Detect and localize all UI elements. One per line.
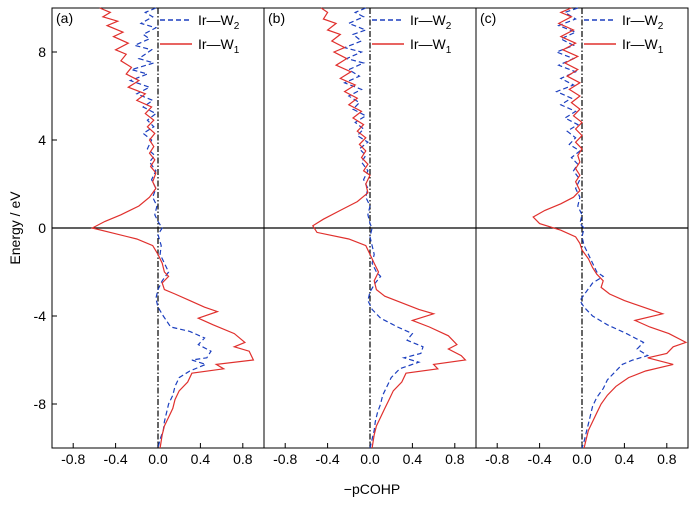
panel-label: (b) xyxy=(268,10,285,26)
legend: Ir—W2 Ir—W1 xyxy=(160,12,240,56)
series-line-ir-w1 xyxy=(532,7,688,449)
y-tick-label: 4 xyxy=(38,132,46,148)
series-line-ir-w2 xyxy=(342,7,424,449)
x-tick-label: 0.4 xyxy=(615,451,635,467)
panel-label: (c) xyxy=(480,10,496,26)
y-axis: -8 -4 0 4 8 xyxy=(34,44,57,412)
x-tick-label: 0.8 xyxy=(657,451,677,467)
x-tick-label: 0.8 xyxy=(233,451,253,467)
legend: Ir—W2 Ir—W1 xyxy=(372,12,452,56)
series-line-ir-w2 xyxy=(554,7,650,449)
legend-label: Ir—W2 xyxy=(410,12,452,32)
x-tick-label: -0.4 xyxy=(104,451,128,467)
panel-a: -0.8 -0.4 0.0 0.4 0.8 (a) Ir—W2 Ir—W1 xyxy=(51,7,265,467)
y-tick-label: 8 xyxy=(38,44,46,60)
legend-label: Ir—W2 xyxy=(622,12,664,32)
series-line-ir-w2 xyxy=(128,7,212,449)
y-tick-label: -4 xyxy=(34,308,47,324)
x-tick-label: 0.0 xyxy=(572,451,592,467)
panel-b: -0.8 -0.4 0.0 0.4 0.8 (b) Ir—W2 Ir—W1 xyxy=(263,7,477,467)
y-axis-label: Energy / eV xyxy=(7,191,23,265)
x-axis-label: −pCOHP xyxy=(344,481,400,497)
panel-c: -0.8 -0.4 0.0 0.4 0.8 (c) Ir—W2 Ir—W1 xyxy=(475,7,689,467)
x-tick-label: 0.4 xyxy=(191,451,211,467)
series-line-ir-w1 xyxy=(90,7,255,449)
x-tick-label: 0.0 xyxy=(148,451,168,467)
x-tick-label: -0.8 xyxy=(485,451,509,467)
panel-label: (a) xyxy=(56,10,73,26)
x-tick-label: 0.4 xyxy=(403,451,423,467)
legend-label: Ir—W1 xyxy=(198,36,240,56)
x-tick-label: -0.4 xyxy=(316,451,340,467)
x-tick-label: 0.8 xyxy=(445,451,465,467)
y-tick-label: -8 xyxy=(34,396,47,412)
panels-group: -0.8 -0.4 0.0 0.4 0.8 (a) Ir—W2 Ir—W1 -0.8 -0.4 0.… xyxy=(51,7,689,467)
x-tick-label: -0.4 xyxy=(528,451,552,467)
x-tick-label: -0.8 xyxy=(61,451,85,467)
y-tick-label: 0 xyxy=(38,220,46,236)
legend-label: Ir—W2 xyxy=(198,12,240,32)
legend: Ir—W2 Ir—W1 xyxy=(584,12,664,56)
x-tick-label: -0.8 xyxy=(273,451,297,467)
legend-label: Ir—W1 xyxy=(410,36,452,56)
legend-label: Ir—W1 xyxy=(622,36,664,56)
series-line-ir-w1 xyxy=(311,7,467,449)
x-tick-label: 0.0 xyxy=(360,451,380,467)
